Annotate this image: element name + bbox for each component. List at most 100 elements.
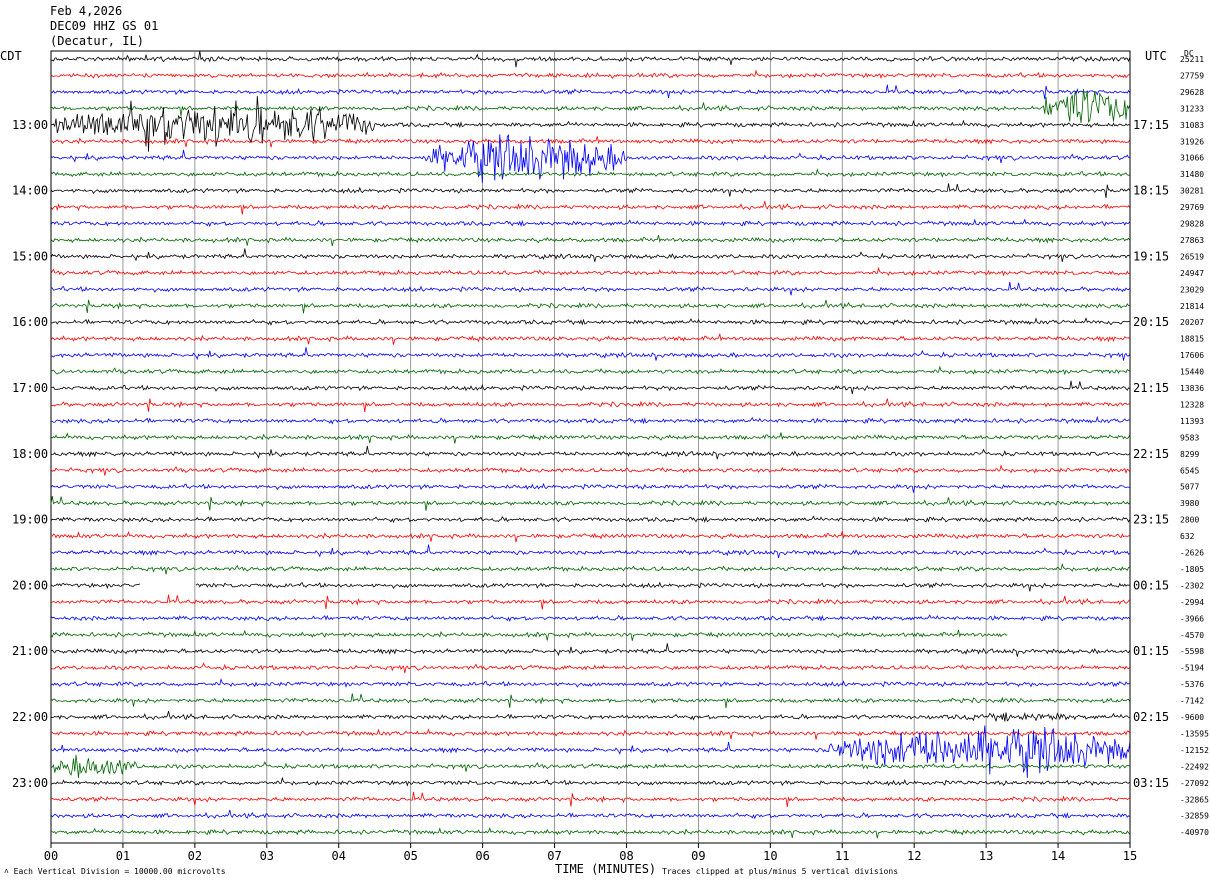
trace-row [50, 776, 1131, 787]
x-tick-label: 01 [116, 849, 130, 863]
x-tick-label: 04 [332, 849, 346, 863]
right-hour-label: 02:15 [1133, 710, 1169, 724]
left-hour-label: 18:00 [12, 447, 48, 461]
left-hour-label: 23:00 [12, 776, 48, 790]
trace-row [50, 415, 1130, 425]
trace-row [50, 299, 1130, 314]
trace-row [50, 95, 1130, 152]
trace-row [50, 380, 1130, 395]
trace-row [50, 643, 1131, 657]
dc-offset-label: 9583 [1180, 433, 1199, 442]
dc-offset-label: 5077 [1180, 483, 1199, 492]
left-hour-label: 19:00 [12, 513, 48, 527]
dc-offset-label: -1805 [1180, 565, 1204, 574]
trace-row [51, 445, 1131, 460]
trace-row [50, 581, 1130, 592]
trace-row [50, 84, 1131, 100]
trace-row [50, 218, 1131, 228]
trace-row [50, 248, 1131, 262]
trace-row [50, 711, 1130, 723]
dc-offset-label: 30281 [1180, 187, 1204, 196]
x-tick-label: 00 [44, 849, 58, 863]
left-hour-label: 15:00 [12, 249, 48, 263]
x-tick-label: 09 [691, 849, 705, 863]
dc-offset-label: -2626 [1180, 549, 1204, 558]
scale-note-text: Each Vertical Division = 10000.00 microv… [13, 867, 226, 876]
dc-offset-label: -32865 [1180, 795, 1209, 804]
dc-offset-label: 29628 [1180, 88, 1204, 97]
dc-offset-label: 3980 [1180, 499, 1199, 508]
trace-row [50, 183, 1131, 198]
x-tick-label: 12 [907, 849, 921, 863]
trace-row [50, 333, 1131, 345]
trace-row [50, 133, 1130, 183]
dc-offset-label: 29769 [1180, 203, 1204, 212]
dc-offset-label: 31480 [1180, 170, 1204, 179]
right-hour-label: 01:15 [1133, 644, 1169, 658]
left-hour-label: 17:00 [12, 381, 48, 395]
trace-row [50, 347, 1131, 361]
dc-offset-label: -4570 [1180, 631, 1204, 640]
trace-row [50, 482, 1130, 493]
dc-offset-label: -3966 [1180, 614, 1204, 623]
dc-label: DC [1184, 49, 1194, 58]
right-hour-label: 00:15 [1133, 578, 1169, 592]
right-hour-label: 23:15 [1133, 513, 1169, 527]
x-tick-label: 07 [547, 849, 561, 863]
trace-row [50, 201, 1131, 215]
trace-row [50, 365, 1130, 376]
left-hour-label: 21:00 [12, 644, 48, 658]
dc-offset-label: 26519 [1180, 252, 1204, 261]
seismic-traces [50, 50, 1131, 839]
left-hour-label: 14:00 [12, 184, 48, 198]
left-hour-label: 13:00 [12, 118, 48, 132]
left-timezone-label: CDT [0, 49, 22, 63]
trace-row [50, 678, 1130, 688]
right-hour-label: 18:15 [1133, 184, 1169, 198]
dc-offset-label: -27092 [1180, 779, 1209, 788]
dc-offset-label: -9600 [1180, 713, 1204, 722]
trace-row [50, 531, 1131, 543]
dc-offset-label: -2302 [1180, 581, 1204, 590]
x-axis-title: TIME (MINUTES) [555, 862, 657, 876]
right-hour-label: 21:15 [1133, 381, 1169, 395]
trace-row [50, 693, 1131, 709]
trace-row [50, 168, 1130, 178]
trace-row [50, 464, 1131, 476]
dc-offset-label: 31083 [1180, 121, 1204, 130]
dc-offset-label: 632 [1180, 532, 1195, 541]
dc-offset-label: 2800 [1180, 516, 1199, 525]
dc-offset-label: 13836 [1180, 384, 1204, 393]
trace-row [50, 662, 1131, 674]
dc-offset-label: -32859 [1180, 812, 1209, 821]
dc-offset-label: 8299 [1180, 450, 1199, 459]
x-tick-label: 06 [475, 849, 489, 863]
trace-row [50, 515, 1131, 524]
trace-row [50, 614, 1131, 622]
left-hour-label: 20:00 [12, 578, 48, 592]
trace-row [50, 495, 1131, 511]
trace-row [50, 792, 1131, 807]
dc-offset-label: -12152 [1180, 746, 1209, 755]
right-hour-label: 03:15 [1133, 776, 1169, 790]
dc-offset-label: 17606 [1180, 351, 1204, 360]
x-tick-label: 02 [188, 849, 202, 863]
left-hour-label: 16:00 [12, 315, 48, 329]
trace-row [50, 398, 1131, 413]
dc-offset-label: 20207 [1180, 318, 1204, 327]
trace-row [50, 282, 1131, 296]
right-hour-label: 17:15 [1133, 118, 1169, 132]
dc-offset-label: 15440 [1180, 368, 1204, 377]
trace-row [50, 725, 1131, 779]
trace-row [50, 136, 1131, 148]
dc-offset-label: 29828 [1180, 220, 1204, 229]
left-hour-label: 22:00 [12, 710, 48, 724]
dc-offset-label: -22492 [1180, 762, 1209, 771]
clip-note: Traces clipped at plus/minus 5 vertical … [662, 867, 899, 876]
dc-offset-label: 21814 [1180, 302, 1204, 311]
x-tick-label: 11 [835, 849, 849, 863]
trace-row [50, 69, 1130, 80]
dc-offset-label: -5376 [1180, 680, 1204, 689]
right-timezone-label: UTC [1145, 49, 1167, 63]
dc-offset-label: 12328 [1180, 400, 1204, 409]
